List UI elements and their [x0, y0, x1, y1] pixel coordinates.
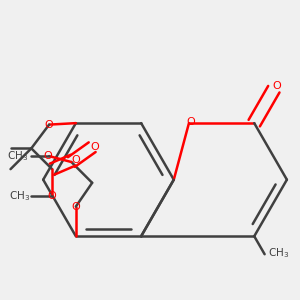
Text: O: O [48, 191, 56, 201]
Text: O: O [71, 202, 80, 212]
Text: O: O [71, 155, 80, 165]
Text: O: O [43, 151, 52, 161]
Text: O: O [45, 120, 53, 130]
Text: CH$_3$: CH$_3$ [268, 246, 289, 260]
Text: CH$_3$: CH$_3$ [9, 189, 30, 203]
Text: O: O [272, 81, 281, 91]
Text: CH$_3$: CH$_3$ [7, 149, 28, 163]
Text: O: O [91, 142, 100, 152]
Text: O: O [186, 117, 195, 127]
